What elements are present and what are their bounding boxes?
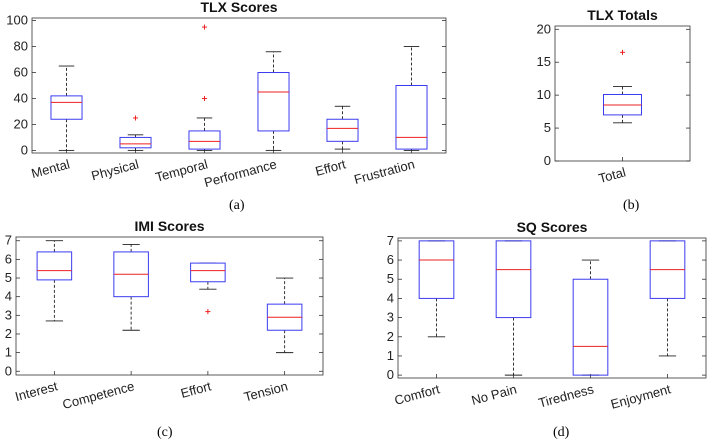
x-tick-label: Mental xyxy=(30,156,72,181)
y-tick-label: 5 xyxy=(544,120,551,135)
panel-label-a: (a) xyxy=(229,198,245,213)
y-tick-label: 4 xyxy=(387,290,394,305)
y-tick-label: 0 xyxy=(5,363,12,378)
box-no-pain xyxy=(495,240,532,319)
x-tick-label: Effort xyxy=(314,156,348,179)
x-tick-label: Tension xyxy=(242,378,289,404)
panel-label-d: (d) xyxy=(553,425,570,440)
box-mental xyxy=(50,95,83,120)
y-tick-label: 2 xyxy=(387,329,394,344)
y-tick-label: 80 xyxy=(14,39,28,54)
y-tick-label: 100 xyxy=(6,13,28,28)
x-tick-label: Effort xyxy=(179,378,213,401)
box-comfort xyxy=(418,240,455,299)
chart-panel-0: TLX Scores 0 20 40 60 80 100 Mental Physical Temp… xyxy=(6,0,447,190)
box-performance xyxy=(257,72,290,132)
y-tick-label: 0 xyxy=(387,367,394,382)
chart-panel-1: TLX Totals 0 5 10 15 20 Total xyxy=(537,7,691,186)
x-tick-label: Frustration xyxy=(352,156,416,187)
chart-title: TLX Totals xyxy=(587,7,658,23)
x-tick-label: Performance xyxy=(203,156,279,190)
x-tick-label: Physical xyxy=(90,156,141,183)
axes-frame xyxy=(15,236,324,376)
panel-label-b: (b) xyxy=(623,198,640,213)
y-tick-label: 0 xyxy=(21,142,28,157)
y-tick-label: 20 xyxy=(14,116,28,131)
y-tick-label: 7 xyxy=(5,233,12,248)
chart-panel-3: SQ Scores 0 1 2 3 4 5 6 7 Comfort No Pain Tiredness… xyxy=(387,219,707,412)
box-tiredness xyxy=(572,278,609,376)
x-tick-label: Comfort xyxy=(393,381,442,408)
box-temporal xyxy=(188,130,221,150)
box-effort xyxy=(326,118,359,142)
chart-title: IMI Scores xyxy=(134,218,204,234)
box-frustration xyxy=(395,85,428,150)
box-interest xyxy=(36,251,73,281)
y-tick-label: 6 xyxy=(5,251,12,266)
axes-frame xyxy=(397,237,707,379)
y-tick-label: 0 xyxy=(544,153,551,168)
chart-title: SQ Scores xyxy=(517,219,588,235)
y-tick-label: 40 xyxy=(14,90,28,105)
x-tick-label: Competence xyxy=(61,378,136,412)
y-tick-label: 5 xyxy=(387,271,394,286)
x-tick-label: Enjoyment xyxy=(609,381,673,411)
x-tick-label: Tiredness xyxy=(537,381,596,410)
x-tick-label: Interest xyxy=(13,378,59,404)
y-tick-label: 4 xyxy=(5,289,12,304)
y-tick-label: 10 xyxy=(537,87,551,102)
y-tick-label: 15 xyxy=(537,54,551,69)
y-tick-label: 2 xyxy=(5,326,12,341)
x-tick-label: No Pain xyxy=(470,381,519,407)
box-effort xyxy=(190,262,226,283)
panel-label-c: (c) xyxy=(157,425,173,440)
x-tick-label: Temporal xyxy=(154,156,210,184)
axes-frame xyxy=(31,17,447,154)
chart-panel-2: IMI Scores 0 1 2 3 4 5 6 7 Interest Competence Effo… xyxy=(5,218,324,412)
x-tick-label: Total xyxy=(597,164,628,186)
y-tick-label: 60 xyxy=(14,65,28,80)
y-tick-label: 1 xyxy=(387,348,394,363)
y-tick-label: 5 xyxy=(5,270,12,285)
y-tick-label: 20 xyxy=(537,21,551,36)
y-tick-label: 3 xyxy=(5,307,12,322)
box-physical xyxy=(119,136,152,149)
y-tick-label: 6 xyxy=(387,252,394,267)
y-tick-label: 1 xyxy=(5,345,12,360)
chart-title: TLX Scores xyxy=(200,0,277,15)
y-tick-label: 3 xyxy=(387,310,394,325)
y-tick-label: 7 xyxy=(387,233,394,248)
